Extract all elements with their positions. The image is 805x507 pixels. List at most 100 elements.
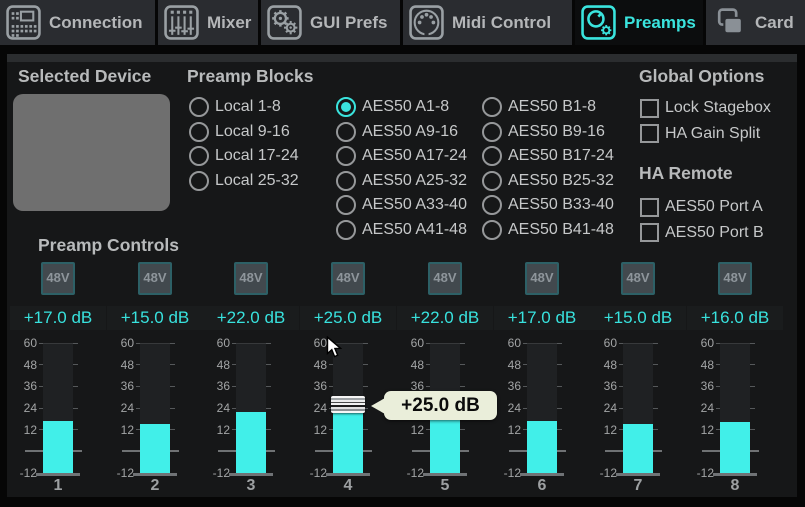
radio-local-1-8[interactable]: Local 1-8 [189,97,299,117]
checkbox-aes50-port-b[interactable]: AES50 Port B [640,223,764,243]
phantom-48v-button[interactable]: 48V [138,262,172,295]
scale-tick [232,429,236,431]
console-icon [6,5,41,40]
scale-tick [72,385,78,387]
preamp-blocks-local-column: Local 1-8 Local 9-16 Local 17-24 Local 2… [189,97,299,191]
scale-label: 36 [313,379,327,394]
tab-connection[interactable]: Connection [0,0,155,45]
tab-card[interactable]: Card [706,0,805,45]
scale-tick [652,429,658,431]
scale-tick [39,429,43,431]
radio-aes50-a33-40[interactable]: AES50 A33-40 [336,195,467,216]
radio-aes50-b17-24[interactable]: AES50 B17-24 [482,146,614,167]
scale-tick [362,429,368,431]
scale-label: 24 [507,401,521,415]
radio-aes50-a41-48[interactable]: AES50 A41-48 [336,219,467,240]
zero-line [749,450,759,453]
radio-aes50-b9-16[interactable]: AES50 B9-16 [482,121,614,142]
channel-number: 1 [53,477,63,494]
card-icon [717,8,743,35]
meter-fill [430,411,460,473]
mixer-icon [164,5,199,40]
radio-aes50-a1-8[interactable]: AES50 A1-8 [336,97,467,117]
phantom-48v-button[interactable]: 48V [718,262,752,295]
tab-mixer[interactable]: Mixer [158,0,258,45]
selected-device-box [13,94,170,211]
meter-fill [236,411,266,473]
scale-tick [72,364,78,366]
tab-gui-prefs[interactable]: GUI Prefs [261,0,400,45]
zero-line [315,450,333,453]
zero-line [265,450,275,453]
gain-value: +16.0 dB [687,306,783,330]
checkbox-lock-stagebox[interactable]: Lock Stagebox [640,98,771,118]
phantom-48v-button[interactable]: 48V [621,262,655,295]
scale-label: 24 [23,401,37,415]
radio-aes50-b41-48[interactable]: AES50 B41-48 [482,219,614,240]
radio-aes50-a9-16[interactable]: AES50 A9-16 [336,121,467,142]
channel-number: 5 [440,477,450,494]
meter-fill [333,406,363,473]
tab-label: Card [755,12,794,32]
tab-label: Connection [49,12,143,32]
phantom-48v-button[interactable]: 48V [331,262,365,295]
meter-fill [623,424,653,474]
phantom-48v-button[interactable]: 48V [234,262,268,295]
meter-base [36,473,80,476]
scale-tick [136,407,140,409]
scale-tick [426,364,430,366]
phantom-48v-button[interactable]: 48V [525,262,559,295]
radio-aes50-a25-32[interactable]: AES50 A25-32 [336,170,467,191]
scale-label: 48 [313,357,327,372]
radio-local-9-16[interactable]: Local 9-16 [189,121,299,142]
scale-tick [232,407,236,409]
checkbox-aes50-port-a[interactable]: AES50 Port A [640,197,764,217]
scale-tick [329,385,333,387]
radio-icon [336,170,356,191]
gears-icon [267,5,302,40]
scale-label: 36 [216,379,230,394]
radio-icon [336,146,356,167]
tab-midi-control[interactable]: Midi Control [403,0,572,45]
radio-aes50-b25-32[interactable]: AES50 B25-32 [482,170,614,191]
scale-label: 48 [700,357,714,372]
checkbox-icon [640,223,659,242]
scale-label: 12 [603,422,617,437]
phantom-48v-button[interactable]: 48V [41,262,75,295]
radio-icon [336,219,356,240]
tab-preamps[interactable]: Preamps [575,0,703,45]
zero-line [362,450,372,453]
zero-line [122,450,140,453]
tab-label: Preamps [624,12,696,32]
scale-tick [136,364,140,366]
phantom-48v-button[interactable]: 48V [428,262,462,295]
radio-icon [482,121,502,142]
scale-tick [652,385,658,387]
scale-tick [716,385,720,387]
scale-tick [265,342,271,344]
radio-aes50-b1-8[interactable]: AES50 B1-8 [482,97,614,117]
scale-tick [716,407,720,409]
radio-aes50-a17-24[interactable]: AES50 A17-24 [336,146,467,167]
radio-local-25-32[interactable]: Local 25-32 [189,170,299,191]
scale-tick [749,385,755,387]
zero-line [72,450,82,453]
fader-handle[interactable] [331,396,365,414]
checkbox-ha-gain-split[interactable]: HA Gain Split [640,124,771,144]
channel-number: 6 [537,477,547,494]
radio-local-17-24[interactable]: Local 17-24 [189,146,299,167]
scale-label: 12 [410,422,424,437]
radio-aes50-b33-40[interactable]: AES50 B33-40 [482,195,614,216]
gain-value: +15.0 dB [590,306,686,330]
scale-tick [169,342,175,344]
scale-tick [749,429,755,431]
preamp-blocks-aes50b-column: AES50 B1-8 AES50 B9-16 AES50 B17-24 AES5… [482,97,614,240]
meter-base [616,473,660,476]
preamp-blocks-aes50a-column: AES50 A1-8 AES50 A9-16 AES50 A17-24 AES5… [336,97,467,240]
scale-label: 36 [603,379,617,394]
scale-label: 48 [603,357,617,372]
scale-label: 60 [507,336,521,350]
channel-number: 2 [150,477,160,494]
scale-label: 60 [700,336,714,350]
